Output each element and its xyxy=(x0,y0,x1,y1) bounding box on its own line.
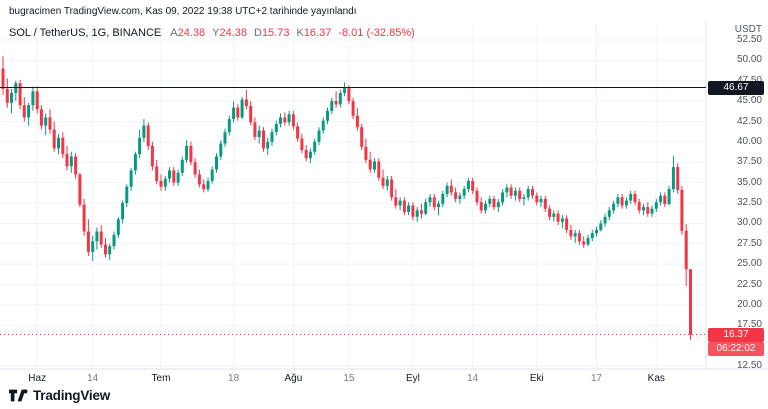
time-tick-label: 14 xyxy=(467,373,479,384)
low-value-pair: D15.73 xyxy=(254,27,289,39)
price-tick-label: 45.00 xyxy=(736,95,762,107)
close-value: 16.37 xyxy=(303,27,332,39)
bar-countdown-tag: 06:22:02 xyxy=(708,342,764,356)
time-tick-label: Eki xyxy=(529,373,544,384)
price-tick-label: 32.50 xyxy=(736,197,762,208)
open-value: 24.38 xyxy=(177,27,206,39)
tradingview-logo-icon[interactable] xyxy=(9,388,28,403)
candles xyxy=(1,56,692,340)
last-price-tag: 16.37 xyxy=(708,327,764,342)
price-tick-label: 12.50 xyxy=(736,360,762,371)
price-tick-label: 30.00 xyxy=(736,217,762,229)
high-label: Y xyxy=(212,27,220,39)
chart-legend: SOL / TetherUS, 1G, BINANCE A24.38 Y24.3… xyxy=(9,27,415,39)
publish-info-bar: bugracimen TradingView.com, Kas 09, 2022… xyxy=(0,0,768,22)
ohlc-values: A24.38 Y24.38 D15.73 K16.37 -8.01 (-32.8… xyxy=(170,27,415,39)
price-tick-label: 20.00 xyxy=(736,298,762,310)
price-tick-label: 50.00 xyxy=(736,54,762,66)
price-tick-label: 40.00 xyxy=(736,135,762,147)
hline-price-tag: 46.67 xyxy=(708,80,764,95)
low-value: 15.73 xyxy=(261,27,290,39)
low-label: D xyxy=(253,27,262,39)
price-tick-label: 22.50 xyxy=(736,278,762,290)
time-tick-label: Eyl xyxy=(405,373,420,384)
time-tick-label: 18 xyxy=(228,373,240,384)
time-tick-label: 14 xyxy=(87,373,99,384)
time-tick-label: Tem xyxy=(151,373,171,384)
close-value-pair: K16.37 xyxy=(296,27,331,39)
price-tick-label: 35.00 xyxy=(736,176,762,188)
price-tick-label: 47.50 xyxy=(737,75,762,87)
open-label: A xyxy=(170,27,178,39)
close-label: K xyxy=(296,27,304,39)
time-tick-label: Haz xyxy=(28,373,47,384)
tradingview-wordmark[interactable]: TradingView xyxy=(33,388,111,403)
price-tick-label: 42.50 xyxy=(736,115,762,127)
price-tick-label: 52.50 xyxy=(736,34,762,45)
time-tick-label: Kas xyxy=(647,373,665,384)
high-value-pair: Y24.38 xyxy=(212,27,247,39)
time-tick-label: 15 xyxy=(343,373,355,384)
price-tick-label: 37.50 xyxy=(736,156,762,168)
price-tick-label: 25.00 xyxy=(736,258,762,270)
time-tick-label: Ağu xyxy=(284,373,303,384)
price-axis-unit: USDT xyxy=(734,24,762,35)
price-tick-label: 27.50 xyxy=(736,237,762,249)
footer-bar: TradingView xyxy=(9,388,110,403)
high-value: 24.38 xyxy=(219,27,247,39)
change-value: -8.01 (-32.85%) xyxy=(338,27,415,39)
time-tick-label: 17 xyxy=(590,373,603,384)
grid-lines xyxy=(0,22,706,369)
publish-info-text: bugracimen TradingView.com, Kas 09, 2022… xyxy=(9,5,357,17)
open-value-pair: A24.38 xyxy=(170,27,205,39)
price-tick-label: 17.50 xyxy=(736,319,762,331)
symbol-title: SOL / TetherUS, 1G, BINANCE xyxy=(9,27,162,39)
